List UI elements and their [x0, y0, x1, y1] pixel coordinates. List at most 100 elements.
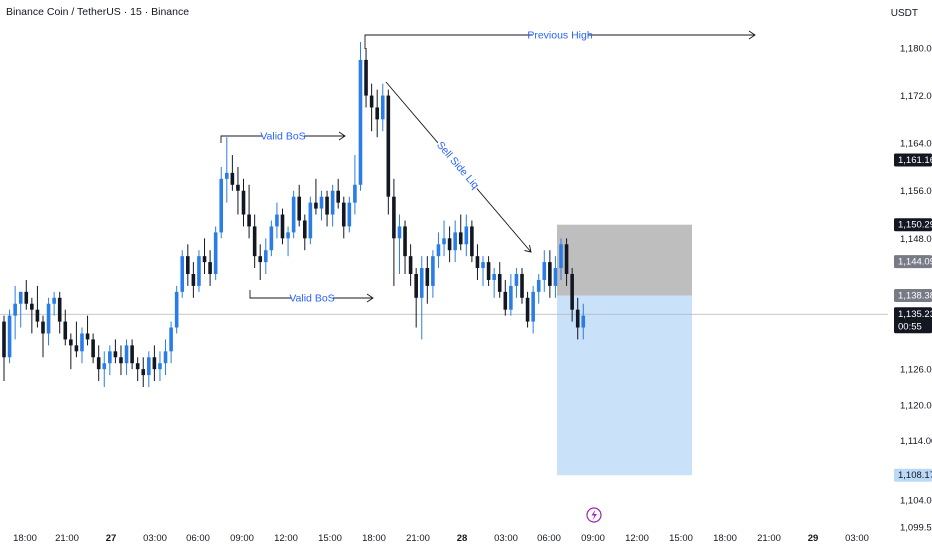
- candle: [414, 268, 418, 328]
- candle: [280, 208, 285, 245]
- candle: [475, 244, 480, 280]
- price-tag: 1,108.17: [894, 468, 932, 482]
- price-tick-label: 1,126.00: [900, 365, 932, 376]
- candle-body: [397, 226, 402, 239]
- candle-body: [135, 363, 140, 370]
- candle-body: [414, 274, 418, 298]
- candle: [503, 279, 508, 316]
- candle-body: [520, 274, 524, 298]
- candle: [470, 220, 474, 263]
- price-tick-label: 1,164.00: [900, 139, 932, 150]
- candle-body: [147, 357, 151, 376]
- candle: [542, 250, 547, 292]
- candle: [341, 196, 346, 239]
- candle: [347, 196, 352, 233]
- price-tick-label: 1,114.00: [900, 436, 932, 447]
- candle: [2, 315, 6, 382]
- candle-body: [13, 303, 17, 316]
- time-tick-label: 06:00: [537, 533, 561, 544]
- time-tick-label: 09:00: [230, 533, 254, 544]
- candle: [7, 309, 12, 364]
- valid-bos-lower-label: Valid BoS: [289, 293, 334, 305]
- candle: [263, 238, 268, 274]
- sell-side-liq-label: Sell Side Liq: [434, 139, 481, 191]
- candle-body: [124, 345, 129, 364]
- candle: [158, 351, 162, 382]
- candle-body: [509, 285, 513, 310]
- candle: [380, 83, 385, 132]
- price-tag-label: 1,108.17: [898, 470, 932, 481]
- price-tick-label: 1,148.00: [900, 234, 932, 245]
- candle: [447, 226, 452, 263]
- time-tick-label: 29: [808, 533, 819, 544]
- candle-body: [458, 232, 463, 245]
- candle: [213, 226, 218, 280]
- candle-body: [297, 196, 302, 221]
- candle-body: [375, 107, 379, 120]
- time-tick-label: 09:00: [581, 533, 605, 544]
- previous-high-line: [364, 34, 755, 49]
- candle-body: [525, 297, 530, 322]
- alert-marker[interactable]: [586, 507, 602, 523]
- candle: [319, 190, 324, 221]
- candle: [241, 178, 246, 227]
- candle: [236, 166, 240, 215]
- candle-body: [436, 244, 441, 257]
- candles: [2, 42, 586, 387]
- time-tick-label: 27: [106, 533, 117, 544]
- candle: [297, 184, 302, 227]
- candle: [481, 256, 485, 286]
- candle-body: [241, 190, 246, 215]
- candle: [163, 339, 168, 376]
- candle: [425, 256, 430, 304]
- time-tick-label: 12:00: [274, 533, 298, 544]
- candle-body: [559, 244, 563, 269]
- candle-body: [7, 315, 12, 358]
- candle-body: [119, 357, 123, 364]
- candle-body: [536, 279, 541, 292]
- price-tag-bg: [894, 218, 932, 232]
- candle: [113, 339, 118, 364]
- candle-body: [419, 268, 424, 298]
- candle: [57, 291, 62, 334]
- time-tick-label: 12:00: [625, 533, 649, 544]
- candle-body: [302, 220, 307, 239]
- price-tag-label: 1,150.29: [898, 220, 932, 231]
- candle-body: [380, 95, 385, 120]
- candle-body: [548, 262, 552, 286]
- candle: [392, 178, 396, 286]
- candle: [564, 238, 569, 286]
- price-tag-label: 1,161.16: [898, 155, 932, 166]
- candle: [358, 42, 363, 191]
- candle: [69, 333, 73, 370]
- price-tag-bg: [894, 289, 932, 303]
- candle: [553, 256, 558, 298]
- candle: [275, 202, 279, 239]
- candle: [135, 357, 140, 382]
- candle-body: [213, 232, 218, 274]
- candle: [386, 89, 391, 215]
- candle: [63, 309, 68, 346]
- time-tick-label: 28: [457, 533, 468, 544]
- candle-body: [108, 351, 112, 364]
- candle: [252, 214, 257, 269]
- candle: [514, 268, 519, 298]
- candle-body: [486, 262, 491, 280]
- candle-body: [308, 202, 313, 239]
- candle-body: [18, 291, 23, 304]
- candle: [141, 357, 146, 387]
- candle-body: [470, 226, 474, 257]
- time-tick-label: 03:00: [494, 533, 518, 544]
- price-tag-bg: [894, 307, 932, 334]
- candle-body: [91, 339, 95, 358]
- candle: [581, 303, 586, 340]
- candle-body: [564, 244, 569, 274]
- candle: [169, 321, 173, 364]
- valid-bos-lower-arrowhead: [366, 293, 374, 303]
- time-tick-label: 21:00: [55, 533, 79, 544]
- candle-body: [403, 226, 407, 257]
- candle-body: [263, 250, 268, 263]
- candle: [291, 190, 296, 239]
- price-tick-label: 1,120.00: [900, 400, 932, 411]
